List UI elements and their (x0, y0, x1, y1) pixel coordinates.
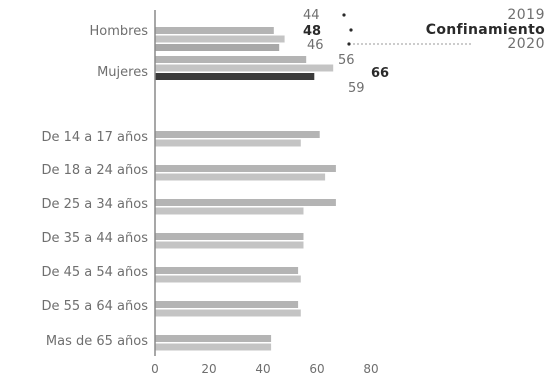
x-tick-label-60: 60 (309, 362, 324, 376)
category-label-de-14-a-17-anos: De 14 a 17 años (41, 130, 148, 145)
legend-label-2019: 2019 (507, 7, 545, 23)
legend-marker-2020 (347, 42, 351, 46)
category-label-de-45-a-54-anos: De 45 a 54 años (41, 265, 148, 280)
x-tick-label-0: 0 (151, 362, 159, 376)
bar-de-14-a-17-anos-confinamiento (155, 139, 301, 147)
bar-de-35-a-44-anos-2019 (155, 233, 304, 240)
bar-de-18-a-24-anos-confinamiento (155, 173, 326, 181)
bar-hombres-2019 (155, 27, 274, 34)
data-label-mujeres-2019: 56 (338, 53, 355, 68)
bar-de-18-a-24-anos-2019 (155, 165, 336, 172)
category-label-de-35-a-44-anos: De 35 a 44 años (41, 231, 148, 246)
legend-marker-confinamiento (349, 28, 353, 32)
bar-de-55-a-64-anos-confinamiento (155, 309, 301, 317)
legend-marker-2019 (342, 13, 346, 17)
bar-de-45-a-54-anos-2019 (155, 267, 299, 274)
category-label-de-55-a-64-anos: De 55 a 64 años (41, 299, 148, 314)
data-label-hombres-confinamiento: 48 (303, 24, 321, 39)
bar-de-45-a-54-anos-confinamiento (155, 275, 301, 283)
bar-hombres-2020 (155, 44, 280, 51)
x-tick-labels: 0 20 40 60 80 (151, 362, 378, 376)
x-tick-label-40: 40 (255, 362, 270, 376)
category-label-de-25-a-34-anos: De 25 a 34 años (41, 197, 148, 212)
category-label-de-18-a-24-anos: De 18 a 24 años (41, 163, 148, 178)
category-labels: Hombres Mujeres De 14 a 17 años De 18 a 24 … (41, 24, 148, 349)
category-label-hombres: Hombres (90, 24, 149, 39)
bar-mujeres-confinamiento (155, 64, 334, 72)
data-label-hombres-2019: 44 (303, 8, 320, 23)
legend-label-confinamiento: Confinamiento (426, 22, 545, 38)
bar-de-14-a-17-anos-2019 (155, 131, 320, 138)
bar-hombres-confinamiento (155, 35, 285, 43)
bar-de-35-a-44-anos-confinamiento (155, 241, 304, 249)
bar-mujeres-2020 (155, 73, 315, 80)
x-tick-label-80: 80 (363, 362, 378, 376)
bar-mas-de-65-anos-confinamiento (155, 343, 272, 351)
bar-mas-de-65-anos-2019 (155, 335, 272, 342)
bar-de-55-a-64-anos-2019 (155, 301, 299, 308)
bar-de-25-a-34-anos-2019 (155, 199, 336, 206)
category-label-mujeres: Mujeres (97, 65, 148, 80)
bars (155, 27, 336, 351)
category-label-mas-de-65-anos: Mas de 65 años (46, 334, 148, 349)
data-label-mujeres-confinamiento: 66 (371, 66, 389, 81)
bar-de-25-a-34-anos-confinamiento (155, 207, 304, 215)
legend-label-2020: 2020 (507, 36, 545, 52)
bar-mujeres-2019 (155, 56, 307, 63)
data-label-mujeres-2020: 59 (348, 81, 365, 96)
data-label-hombres-2020: 46 (307, 38, 324, 53)
x-tick-label-20: 20 (201, 362, 216, 376)
